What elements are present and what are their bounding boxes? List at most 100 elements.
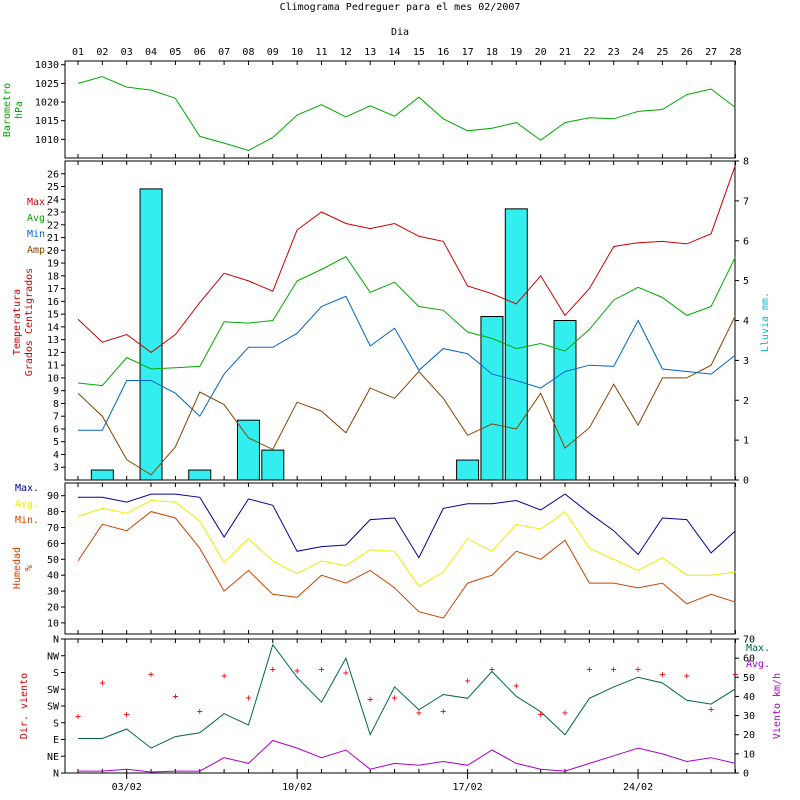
wind-direction-marker: +: [124, 710, 130, 721]
temperature-y2-tick-label: 5: [743, 276, 749, 287]
rain-bar: [504, 208, 528, 481]
wind-direction-marker: +: [99, 678, 105, 689]
wind-direction-marker: +: [440, 706, 446, 717]
temperature-y-tick-label: 10: [47, 373, 59, 384]
humidity-series-line-0: [78, 493, 736, 559]
day-tick-label: 20: [535, 47, 547, 58]
barometer-y-tick-label: 1025: [35, 79, 59, 90]
day-tick-label: 13: [364, 47, 376, 58]
humidity-series-line-1: [77, 499, 736, 587]
temperature-legend-max: Max.: [27, 197, 51, 208]
temperature-y2-tick-label: 8: [743, 157, 749, 168]
rain-bar: [261, 449, 285, 481]
wind-direction-marker: +: [75, 711, 81, 722]
day-tick-label: 28: [729, 47, 741, 58]
wind-direction-tick-label: SW: [47, 685, 60, 696]
wind-direction-marker: +: [172, 691, 178, 702]
temperature-y-tick-label: 22: [47, 220, 59, 231]
wind-legend-avg: Avg.: [746, 659, 770, 670]
day-tick-label: 05: [169, 47, 181, 58]
wind-frame: [64, 638, 736, 774]
temperature-y-tick-label: 9: [53, 386, 59, 397]
wind-speed-ylabel: Viento km/h: [772, 673, 783, 739]
wind-direction-tick-label: N: [53, 635, 59, 646]
humidity-y-tick-label: 40: [47, 571, 59, 582]
date-tick-label: 24/02: [623, 782, 653, 793]
temperature-y-tick-label: 5: [53, 437, 59, 448]
wind-direction-marker: +: [732, 670, 738, 681]
temperature-frame: [64, 160, 736, 481]
wind-y2-tick-label: 40: [743, 692, 755, 703]
barometer-ylabel: Barometro: [2, 83, 13, 137]
humidity-y-tick-label: 70: [47, 523, 59, 534]
wind-direction-tick-label: N: [53, 769, 59, 780]
temperature-series-line-3: [77, 315, 736, 476]
humidity-y-tick-label: 20: [47, 602, 59, 613]
temperature-y-tick-label: 16: [47, 297, 59, 308]
wind-y2-tick-label: 30: [743, 711, 755, 722]
rain-bar: [139, 188, 163, 481]
temperature-y-tick-label: 7: [53, 412, 59, 423]
wind-y2-tick-label: 60: [743, 654, 755, 665]
rain-bar: [456, 459, 480, 481]
date-tick-label: 10/02: [282, 782, 312, 793]
temperature-y2-tick-label: 7: [743, 196, 749, 207]
humidity-legend-min: Min.: [15, 515, 39, 526]
wind-direction-tick-label: E: [53, 735, 59, 746]
temperature-y2-tick-label: 0: [743, 476, 749, 487]
humidity-y-tick-label: 80: [47, 507, 59, 518]
temperature-legend-amp: Amp.: [27, 245, 51, 256]
humidity-legend-max: Max.: [15, 483, 39, 494]
temperature-y-tick-label: 12: [47, 348, 59, 359]
humidity-legend-avg: Avg.: [15, 499, 39, 510]
rain-ylabel: Lluvia mm.: [760, 292, 771, 352]
wind-direction-marker: +: [635, 664, 641, 675]
barometer-y-tick-label: 1030: [35, 60, 59, 71]
wind-direction-marker: +: [465, 676, 471, 687]
day-tick-label: 02: [96, 47, 108, 58]
day-tick-label: 11: [315, 47, 327, 58]
humidity-y-tick-label: 60: [47, 539, 59, 550]
rain-bar: [553, 320, 577, 481]
wind-direction-marker: +: [343, 668, 349, 679]
day-tick-label: 21: [559, 47, 571, 58]
humidity-y-tick-label: 50: [47, 555, 59, 566]
temperature-y2-tick-label: 4: [743, 316, 749, 327]
humidity-frame: [64, 482, 736, 635]
temperature-y2-tick-label: 6: [743, 236, 749, 247]
barometer-series-line-0: [77, 76, 736, 152]
temperature-y-tick-label: 8: [53, 399, 59, 410]
temperature-y2-tick-label: 1: [743, 436, 749, 447]
wind-direction-marker: +: [684, 671, 690, 682]
day-tick-label: 24: [632, 47, 644, 58]
temperature-y-tick-label: 24: [47, 195, 59, 206]
wind-direction-marker: +: [489, 664, 495, 675]
wind-y2-tick-label: 20: [743, 730, 755, 741]
wind-y2-tick-label: 10: [743, 749, 755, 760]
temperature-y-tick-label: 11: [47, 361, 59, 372]
day-tick-label: 07: [218, 47, 230, 58]
wind-y2-tick-label: 70: [743, 635, 755, 646]
day-tick-label: 23: [608, 47, 620, 58]
wind-direction-marker: +: [294, 666, 300, 677]
wind-direction-marker: +: [245, 693, 251, 704]
wind-direction-marker: +: [659, 670, 665, 681]
day-tick-label: 26: [681, 47, 693, 58]
humidity-ylabel: Humedad: [12, 547, 23, 589]
wind-direction-tick-label: NE: [47, 752, 59, 763]
temperature-y-tick-label: 20: [47, 246, 59, 257]
day-tick-label: 09: [267, 47, 279, 58]
temperature-series-line-0: [77, 164, 736, 354]
date-tick-label: 03/02: [112, 782, 142, 793]
rain-bar: [480, 316, 504, 481]
day-tick-label: 18: [486, 47, 498, 58]
rain-bar: [236, 419, 260, 481]
humidity-series-line-2: [77, 511, 736, 619]
humidity-y-tick-label: 10: [47, 618, 59, 629]
temperature-y-tick-label: 21: [47, 233, 59, 244]
day-axis-label: Dia: [391, 27, 409, 38]
temperature-y2-tick-label: 2: [743, 396, 749, 407]
wind-legend-max: Max.: [746, 643, 770, 654]
wind-direction-marker: +: [148, 670, 154, 681]
